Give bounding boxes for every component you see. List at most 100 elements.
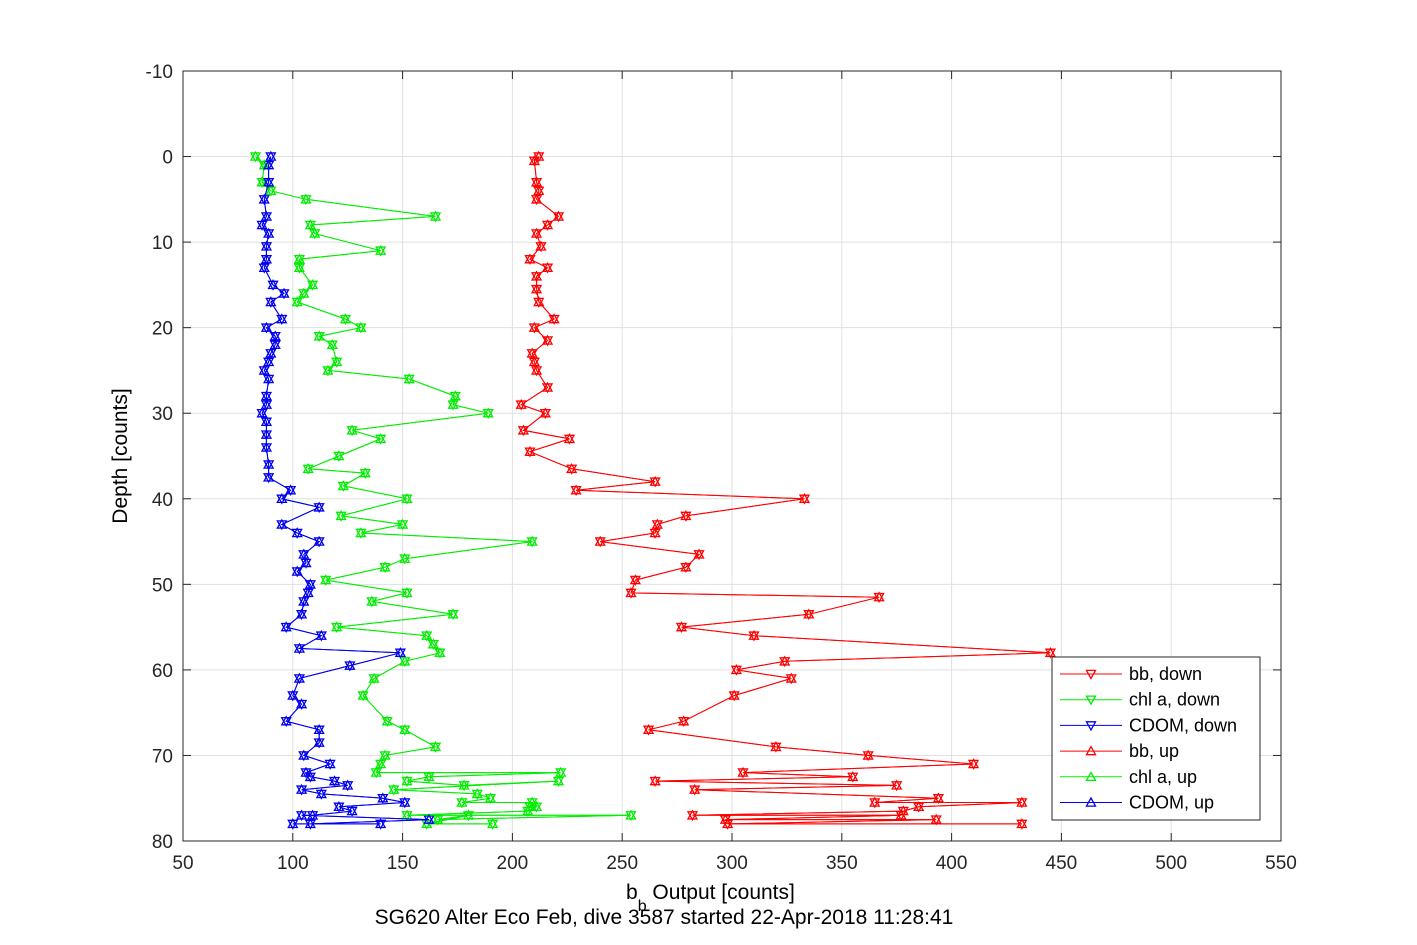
data-point [333, 800, 345, 812]
x-tick-label: 350 [826, 853, 858, 874]
data-point [260, 253, 273, 264]
data-point [432, 813, 444, 824]
data-point [396, 518, 409, 529]
data-point [304, 578, 316, 589]
data-point [346, 424, 358, 435]
data-point [552, 775, 565, 786]
data-point [388, 783, 400, 794]
data-point [278, 287, 290, 298]
data-point [570, 484, 582, 495]
y-tick-label: 80 [152, 832, 173, 853]
data-point [680, 561, 692, 572]
y-tick-label: 30 [152, 404, 173, 425]
data-point [280, 621, 292, 632]
data-point [313, 723, 325, 735]
data-point [256, 219, 268, 230]
data-point [737, 766, 749, 777]
data-point [434, 646, 446, 658]
legend-entry: CDOM, up [1060, 793, 1214, 813]
data-point [344, 659, 356, 670]
data-point [295, 809, 308, 820]
data-point [533, 296, 545, 307]
data-point [517, 424, 529, 435]
data-point [429, 210, 442, 221]
x-axis-label-main: b [626, 881, 638, 904]
x-axis-label: bb Output [counts] [626, 881, 795, 915]
legend-label: CDOM, up [1129, 793, 1214, 813]
data-point [649, 775, 661, 786]
legend-marker [1085, 770, 1097, 782]
data-point [526, 535, 538, 546]
data-point [276, 518, 288, 529]
legend-marker [1085, 669, 1097, 680]
legend-marker [1085, 721, 1097, 732]
data-point [625, 587, 637, 598]
data-point [487, 818, 499, 829]
data-point [263, 356, 275, 367]
data-point [524, 445, 536, 456]
data-point [381, 715, 393, 726]
data-point [293, 261, 305, 273]
data-point [320, 574, 332, 585]
legend-entry: chl a, down [1060, 690, 1220, 710]
data-point [368, 672, 380, 683]
data-point [295, 783, 308, 794]
data-point [847, 770, 859, 782]
data-point [693, 548, 705, 559]
data-point [399, 723, 411, 735]
data-point [421, 629, 433, 640]
data-point [287, 818, 299, 829]
data-point [263, 159, 275, 170]
x-axis-label-sub: b [638, 898, 647, 915]
data-point [675, 621, 688, 632]
data-point [722, 818, 734, 829]
y-tick-label: 70 [152, 746, 173, 767]
data-point [379, 561, 391, 572]
data-point [730, 664, 742, 675]
data-point [625, 809, 637, 820]
data-point [313, 501, 325, 512]
data-point [798, 492, 811, 504]
data-point [1044, 646, 1057, 658]
data-point [263, 227, 275, 238]
legend-label: chl a, up [1129, 767, 1197, 787]
series-line [520, 156, 1051, 825]
data-point [324, 758, 336, 769]
data-point [370, 766, 382, 777]
data-point [528, 321, 540, 332]
data-point [263, 471, 275, 482]
data-point [293, 642, 305, 653]
data-point [260, 428, 273, 439]
data-point [291, 527, 303, 538]
data-point [528, 356, 540, 367]
data-point [930, 813, 942, 824]
data-point [302, 462, 314, 474]
data-point [375, 758, 387, 769]
legend-marker [1085, 796, 1097, 807]
data-point [530, 176, 543, 187]
data-point [280, 715, 292, 726]
data-point [263, 176, 275, 187]
data-point [328, 775, 341, 786]
data-point [326, 338, 338, 350]
data-point [403, 373, 415, 384]
ticks-layer: 50 100 150 200 250 300 350 400 450 500 550 -10 0 10 20… [146, 62, 1297, 874]
data-point [548, 313, 560, 324]
data-point [891, 779, 903, 790]
data-point [300, 193, 312, 204]
data-point [333, 450, 345, 461]
data-point [331, 356, 343, 367]
y-tick-label: 50 [152, 575, 173, 596]
data-point [429, 741, 442, 752]
data-point [770, 741, 782, 752]
series-cdom-up [256, 150, 435, 829]
data-point [462, 809, 475, 820]
data-point [401, 492, 413, 504]
data-point [309, 227, 321, 238]
data-point [298, 595, 310, 606]
y-tick-label: 20 [152, 319, 173, 340]
series-bb-up [515, 150, 1057, 829]
data-point [298, 548, 310, 559]
data-point [541, 381, 554, 392]
data-point [315, 788, 327, 799]
